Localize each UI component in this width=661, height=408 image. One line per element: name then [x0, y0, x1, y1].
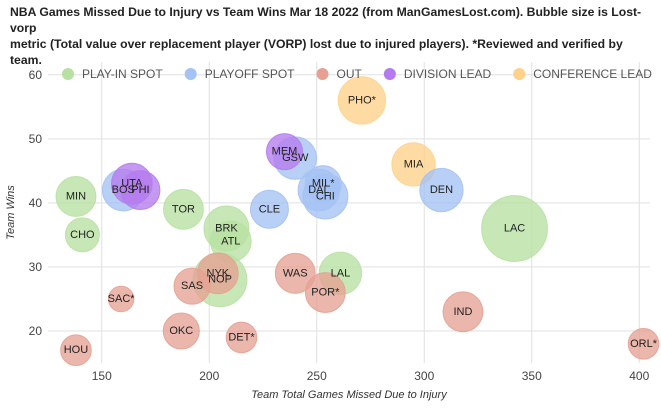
grid-layer [48, 62, 650, 363]
legend-swatch-conference-lead [513, 68, 526, 80]
bubble-label-was: WAS [283, 267, 308, 279]
bubble-lac[interactable] [481, 195, 548, 262]
bubble-label-cle: CLE [259, 203, 280, 215]
x-tick-label-400: 400 [629, 369, 649, 383]
x-axis-title: Team Total Games Missed Due to Injury [251, 389, 448, 401]
bubble-label-den: DEN [430, 184, 453, 196]
y-tick-label-60: 60 [29, 68, 43, 82]
bubble-label-lal: LAL [331, 267, 351, 279]
bubble-mia[interactable] [391, 142, 436, 187]
bubble-was[interactable] [274, 252, 316, 294]
legend-label-out: OUT [337, 67, 363, 81]
bubble-orl[interactable] [627, 327, 660, 360]
bubble-label-hou: HOU [64, 344, 89, 356]
bubble-den[interactable] [419, 167, 464, 213]
bubble-label-det: DET* [228, 331, 255, 343]
legend-swatch-playoff-spot [184, 68, 197, 80]
x-tick-label-250: 250 [307, 369, 327, 383]
bubble-label-por: POR* [311, 287, 340, 299]
bubble-label-lac: LAC [504, 223, 525, 235]
bubble-label-min: MIN [66, 190, 86, 202]
bubble-label-mil: MIL* [312, 178, 335, 190]
bubble-label-nop: NOP [208, 274, 232, 286]
legend-swatch-division-lead [383, 68, 396, 80]
bubble-cho[interactable] [64, 217, 100, 253]
bubble-label-phi: PHI [131, 184, 149, 196]
bubble-label-tor: TOR [172, 203, 195, 215]
legend-swatch-out [316, 68, 329, 80]
bubble-label-okc: OKC [169, 325, 193, 337]
bubble-label-sac: SAC* [108, 293, 136, 305]
bubble-label-nyk: NYK [207, 267, 230, 279]
y-tick-label-30: 30 [29, 260, 43, 274]
tick-labels: 20 30 40 50 60 150 200 250 300 350 400 [29, 68, 650, 383]
chart-title-line-1: NBA Games Missed Due to Injury vs Team W… [10, 5, 642, 35]
y-tick-label-20: 20 [29, 324, 43, 338]
bubble-label-dal: DAL [308, 184, 329, 196]
bubble-label-uta: UTA [121, 178, 143, 190]
legend-label-conference-lead: CONFERENCE LEAD [533, 67, 652, 81]
y-tick-label-40: 40 [29, 196, 43, 210]
legend-label-play-in-spot: PLAY-IN SPOT [82, 67, 163, 81]
bubble-pho[interactable] [337, 76, 387, 125]
bubble-tor[interactable] [163, 188, 204, 230]
bubble-cle[interactable] [249, 189, 289, 229]
bubble-label-brk: BRK [215, 223, 238, 235]
bubble-label-pho: PHO* [348, 94, 377, 106]
bubble-label-atl: ATL [221, 235, 240, 247]
x-tick-label-300: 300 [414, 369, 434, 383]
bubble-layer [55, 76, 660, 367]
bubble-label-sas: SAS [181, 280, 203, 292]
x-tick-label-350: 350 [522, 369, 542, 383]
legend: PLAY-IN SPOT PLAYOFF SPOT OUT DIVISION LEAD… [62, 67, 652, 81]
bubble-mem[interactable] [265, 133, 304, 171]
bubble-okc[interactable] [162, 312, 200, 350]
legend-label-playoff-spot: PLAYOFF SPOT [205, 67, 295, 81]
bubble-label-mem: MEM [272, 146, 298, 158]
bubble-det[interactable] [225, 321, 258, 354]
bubble-label-mia: MIA [404, 158, 424, 170]
chart-title: NBA Games Missed Due to Injury vs Team W… [10, 4, 655, 68]
bubble-label-ind: IND [453, 306, 472, 318]
y-axis-title: Team Wins [5, 185, 17, 240]
bubble-sas[interactable] [173, 267, 211, 305]
bubble-por[interactable] [304, 272, 346, 313]
legend-swatch-play-in-spot [62, 68, 74, 80]
bubble-label-chi: CHI [316, 190, 335, 202]
bubble-label-bos: BOS [112, 184, 135, 196]
bubble-label-cho: CHO [70, 229, 95, 241]
bubble-phi[interactable] [120, 170, 161, 211]
bubble-hou[interactable] [60, 334, 92, 367]
bubble-ind[interactable] [442, 291, 484, 333]
bubble-mil[interactable] [304, 165, 342, 203]
bubble-label-gsw: GSW [282, 152, 309, 164]
bubble-label-orl: ORL* [630, 338, 658, 350]
x-tick-label-200: 200 [199, 369, 219, 383]
y-tick-label-50: 50 [29, 132, 43, 146]
x-tick-label-150: 150 [92, 369, 112, 383]
bubble-sac[interactable] [107, 285, 135, 313]
legend-label-division-lead: DIVISION LEAD [404, 67, 492, 81]
bubble-min[interactable] [55, 176, 97, 217]
chart-title-line-2: metric (Total value over replacement pla… [10, 37, 623, 67]
